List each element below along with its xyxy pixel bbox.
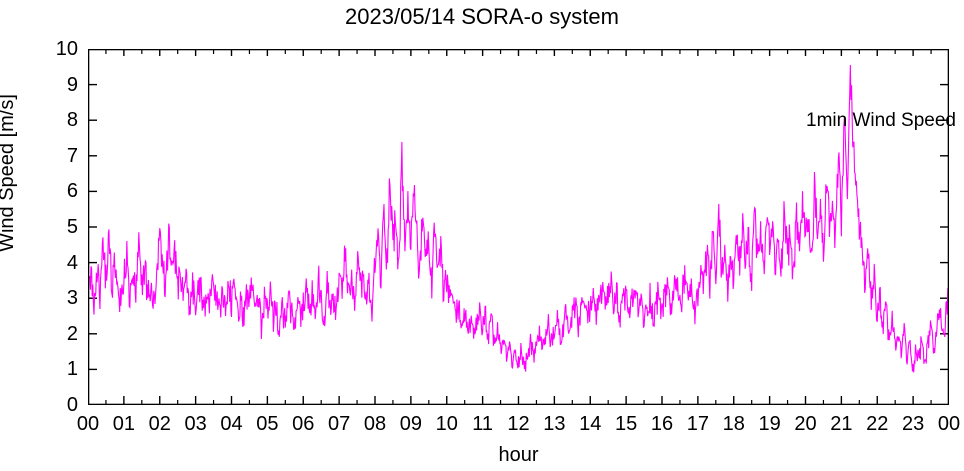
chart-legend: 1min Wind Speed <box>788 109 964 135</box>
x-tick-label: 00 <box>937 413 961 435</box>
x-tick-label: 20 <box>794 413 817 435</box>
x-tick-label: 09 <box>399 413 422 435</box>
x-axis-tick-labels: 00 01 02 03 04 05 06 07 08 09 10 11 12 13 14 15 16 17 18 19… <box>0 414 964 442</box>
y-tick-label: 3 <box>66 287 78 310</box>
x-tick-label: 03 <box>184 413 207 435</box>
y-axis-tick-labels: 0 1 2 3 4 5 6 7 8 9 10 <box>0 0 78 471</box>
axis-ticks <box>88 49 949 405</box>
y-tick-label: 10 <box>55 38 78 60</box>
y-tick-label: 4 <box>66 251 78 274</box>
legend-label: 1min Wind Speed <box>806 110 956 131</box>
x-tick-label: 01 <box>112 413 135 435</box>
x-tick-label: 22 <box>866 413 889 435</box>
x-tick-label: 06 <box>292 413 315 435</box>
series-1min-wind-speed <box>88 65 949 373</box>
y-tick-label: 0 <box>66 394 78 416</box>
x-axis-label: hour <box>498 444 539 466</box>
y-tick-label: 8 <box>66 109 78 132</box>
plot-area: 1min Wind Speed <box>88 49 956 405</box>
x-tick-label: 16 <box>650 413 674 435</box>
x-tick-label: 19 <box>758 413 781 435</box>
x-tick-label: 07 <box>328 413 351 435</box>
y-tick-label: 7 <box>66 144 78 167</box>
y-tick-label: 5 <box>66 216 78 238</box>
plot-background <box>88 49 949 405</box>
x-tick-label: 14 <box>579 413 602 435</box>
y-tick-label: 9 <box>66 73 78 96</box>
x-tick-label: 12 <box>507 413 530 435</box>
x-tick-label: 00 <box>76 413 100 435</box>
x-tick-label: 21 <box>830 413 853 435</box>
x-tick-label: 13 <box>543 413 566 435</box>
x-tick-label: 04 <box>220 413 243 435</box>
x-tick-label: 02 <box>148 413 171 435</box>
plot-frame <box>88 49 949 405</box>
y-axis-label: Wind Speed [m/s] <box>0 94 18 252</box>
wind-speed-line-chart <box>88 49 949 405</box>
y-tick-label: 1 <box>66 358 78 381</box>
x-tick-label: 08 <box>363 413 387 435</box>
x-tick-label: 10 <box>435 413 458 435</box>
x-tick-label: 17 <box>686 413 709 435</box>
x-tick-label: 18 <box>722 413 745 435</box>
y-tick-label: 2 <box>66 322 78 345</box>
x-tick-label: 11 <box>472 413 493 435</box>
y-tick-label: 6 <box>66 180 78 203</box>
x-tick-label: 15 <box>615 413 638 435</box>
chart-title: 2023/05/14 SORA-o system <box>345 4 619 29</box>
x-tick-label: 05 <box>256 413 279 435</box>
x-tick-label: 23 <box>902 413 925 435</box>
